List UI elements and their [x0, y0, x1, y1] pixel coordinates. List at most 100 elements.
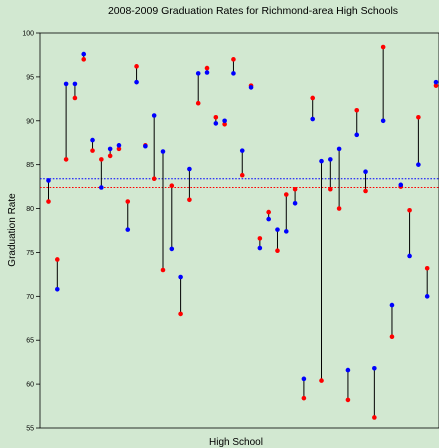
series-a-point [424, 294, 430, 299]
series-b-point [204, 65, 210, 71]
series-a-point [213, 121, 219, 126]
series-a-point [345, 367, 351, 373]
series-b-point [231, 57, 236, 62]
y-axis-label: Graduation Rate [7, 193, 18, 267]
connector-lines [48, 47, 437, 418]
series-a-point [380, 118, 386, 124]
series-a-point [275, 227, 280, 232]
y-tick-label: 85 [26, 162, 34, 169]
reference-lines [40, 178, 439, 188]
series-b-point [116, 146, 122, 152]
y-tick-label: 100 [22, 31, 34, 38]
y-tick-label: 70 [26, 294, 34, 301]
series-a-point [195, 71, 201, 76]
series-a-point [160, 149, 166, 154]
series-a-point [248, 85, 254, 90]
series-b-point [55, 257, 60, 262]
series-a-point [134, 79, 139, 85]
series-b-point [336, 206, 342, 211]
series-b-point [319, 378, 324, 383]
series-b-point [195, 100, 201, 106]
series-a-point [169, 246, 175, 252]
series-b-point [380, 44, 386, 50]
y-tick-label: 75 [26, 250, 34, 257]
series-a-point [363, 169, 368, 174]
series-b-point [169, 183, 175, 189]
x-axis-label: High School [209, 437, 263, 448]
y-tick-label: 65 [26, 338, 34, 345]
series-a-point [319, 158, 324, 164]
y-tick-label: 80 [26, 206, 34, 213]
series-a-point [433, 79, 439, 85]
series-a-point [125, 227, 131, 232]
chart-title: 2008-2009 Graduation Rates for Richmond-… [108, 5, 398, 17]
series-b-point [134, 64, 139, 69]
series-b-point [187, 197, 192, 203]
series-a-point [354, 132, 360, 138]
series-b-point [213, 114, 219, 120]
series-b-point [292, 186, 298, 192]
series-b-point [81, 57, 87, 62]
y-tick-label: 90 [26, 118, 34, 125]
series-b-point [90, 148, 95, 153]
series-a-point [99, 185, 104, 190]
series-a-point [336, 146, 342, 152]
series-b-point [239, 172, 245, 178]
series-b-point [222, 121, 227, 127]
series-b-point [107, 153, 113, 159]
series-a-point [328, 157, 333, 162]
series-b-point [63, 157, 69, 162]
series-a-point [204, 70, 210, 75]
series-b-point [363, 188, 368, 194]
series-a-point [389, 302, 395, 308]
series-a-point [81, 51, 87, 57]
series-b-point [178, 311, 183, 317]
series-b-point [257, 236, 263, 241]
series-a-point [398, 182, 404, 188]
series-a-point [301, 376, 307, 382]
series-b-point [46, 199, 51, 204]
series-a-point [143, 143, 148, 149]
series-a-point [292, 200, 298, 206]
series-a-point [55, 287, 60, 292]
series-a-point [266, 216, 271, 222]
series-a-points [46, 51, 439, 382]
y-tick-label: 95 [26, 74, 34, 81]
series-a-point [231, 71, 236, 76]
series-b-point [125, 199, 131, 204]
series-b-point [389, 334, 395, 340]
series-a-point [416, 162, 421, 167]
series-a-point [222, 118, 227, 124]
series-b-point [310, 95, 316, 101]
series-b-point [345, 397, 351, 403]
series-a-point [151, 113, 157, 118]
series-a-point [63, 81, 69, 87]
series-b-point [160, 267, 166, 273]
series-a-point [72, 81, 78, 87]
y-tick-label: 60 [26, 382, 34, 389]
series-b-point [72, 95, 78, 101]
series-b-point [328, 186, 333, 192]
series-b-points [46, 44, 439, 420]
series-a-point [310, 116, 316, 122]
series-b-point [354, 107, 360, 113]
series-a-point [90, 137, 95, 143]
series-b-point [301, 395, 307, 401]
series-b-point [99, 157, 104, 162]
series-b-point [372, 415, 377, 420]
series-b-point [407, 208, 412, 213]
y-axis: 55 60 65 70 75 80 85 90 95 100 [22, 31, 40, 433]
series-a-point [107, 146, 113, 152]
series-a-point [116, 143, 122, 148]
series-a-point [187, 166, 192, 172]
y-tick-label: 55 [26, 426, 34, 433]
series-a-point [178, 274, 183, 280]
series-b-point [275, 248, 280, 253]
series-b-point [424, 265, 430, 271]
series-a-point [283, 229, 289, 234]
series-b-point [283, 192, 289, 197]
series-a-point [372, 366, 377, 371]
plot-frame [39, 32, 439, 429]
series-b-point [433, 83, 439, 88]
